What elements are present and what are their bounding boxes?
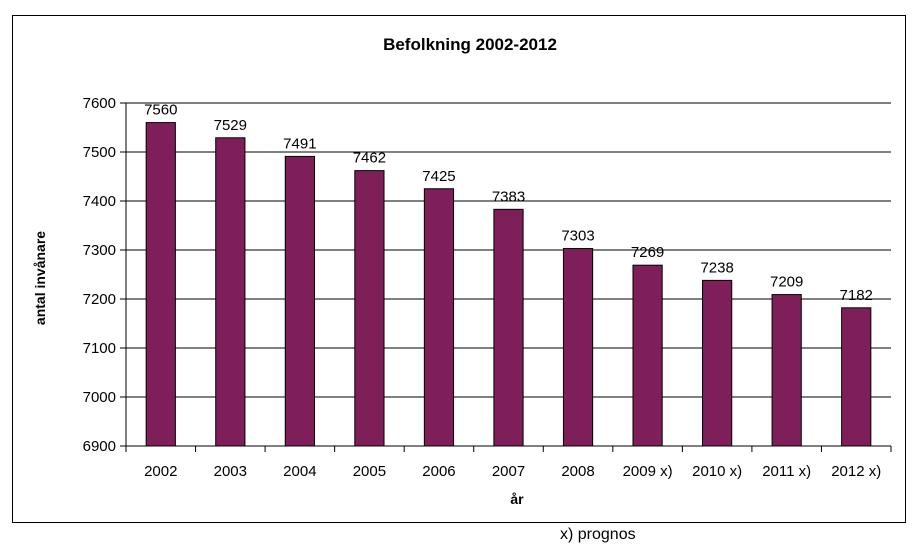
x-tick-label: 2006 — [422, 463, 455, 480]
data-labels: 7560 7529 7491 7462 7425 7383 7303 7269 7238 7209… — [144, 102, 873, 304]
bar-chart: Befolkning 2002-2012 6900 7000 7100 7200 730… — [32, 35, 892, 507]
y-tick-label: 7300 — [83, 242, 116, 259]
data-label: 7462 — [353, 150, 386, 167]
x-tick-label: 2012 x) — [831, 463, 881, 480]
data-label: 7303 — [561, 228, 594, 245]
data-label: 7383 — [492, 188, 525, 205]
bars — [145, 122, 872, 447]
data-label: 7238 — [700, 259, 733, 276]
y-axis-title: antal invånare — [32, 231, 48, 325]
bar — [215, 137, 246, 447]
y-tick-label: 7600 — [83, 95, 116, 112]
x-tick-label: 2009 x) — [623, 463, 673, 480]
x-tick-label: 2010 x) — [692, 463, 742, 480]
y-tick-label: 7400 — [83, 193, 116, 210]
bar — [284, 155, 315, 447]
bar — [771, 294, 802, 447]
bar — [702, 279, 733, 447]
axes: 6900 7000 7100 7200 7300 7400 7500 7600 2002 2003… — [83, 95, 892, 480]
x-tick-label: 2011 x) — [762, 463, 811, 480]
y-tick-label: 7500 — [83, 144, 116, 161]
x-tick-label: 2007 — [492, 463, 525, 480]
x-tick-label: 2004 — [283, 463, 316, 480]
bar — [841, 307, 872, 447]
y-tick-label: 7000 — [83, 389, 116, 406]
data-label: 7269 — [631, 244, 664, 261]
bar — [354, 170, 385, 447]
chart-title: Befolkning 2002-2012 — [383, 35, 557, 54]
bar — [145, 122, 176, 447]
bar — [562, 248, 594, 447]
x-tick-label: 2002 — [144, 463, 177, 480]
data-label: 7560 — [144, 102, 177, 119]
footnote: x) prognos — [560, 526, 636, 543]
x-tick-label: 2008 — [561, 463, 594, 480]
data-label: 7182 — [840, 287, 873, 304]
y-tick-label: 6900 — [83, 438, 116, 455]
data-label: 7209 — [770, 274, 803, 291]
data-label: 7529 — [214, 117, 247, 134]
data-label: 7425 — [422, 168, 455, 185]
bar — [493, 208, 524, 447]
data-label: 7491 — [283, 135, 316, 152]
y-tick-label: 7100 — [83, 340, 116, 357]
y-tick-label: 7200 — [83, 291, 116, 308]
x-axis-title: år — [510, 491, 524, 507]
bar — [632, 264, 663, 447]
x-tick-label: 2005 — [353, 463, 386, 480]
bar — [423, 188, 455, 447]
chart-frame: Befolkning 2002-2012 6900 7000 7100 7200 730… — [12, 15, 906, 523]
x-tick-label: 2003 — [214, 463, 247, 480]
